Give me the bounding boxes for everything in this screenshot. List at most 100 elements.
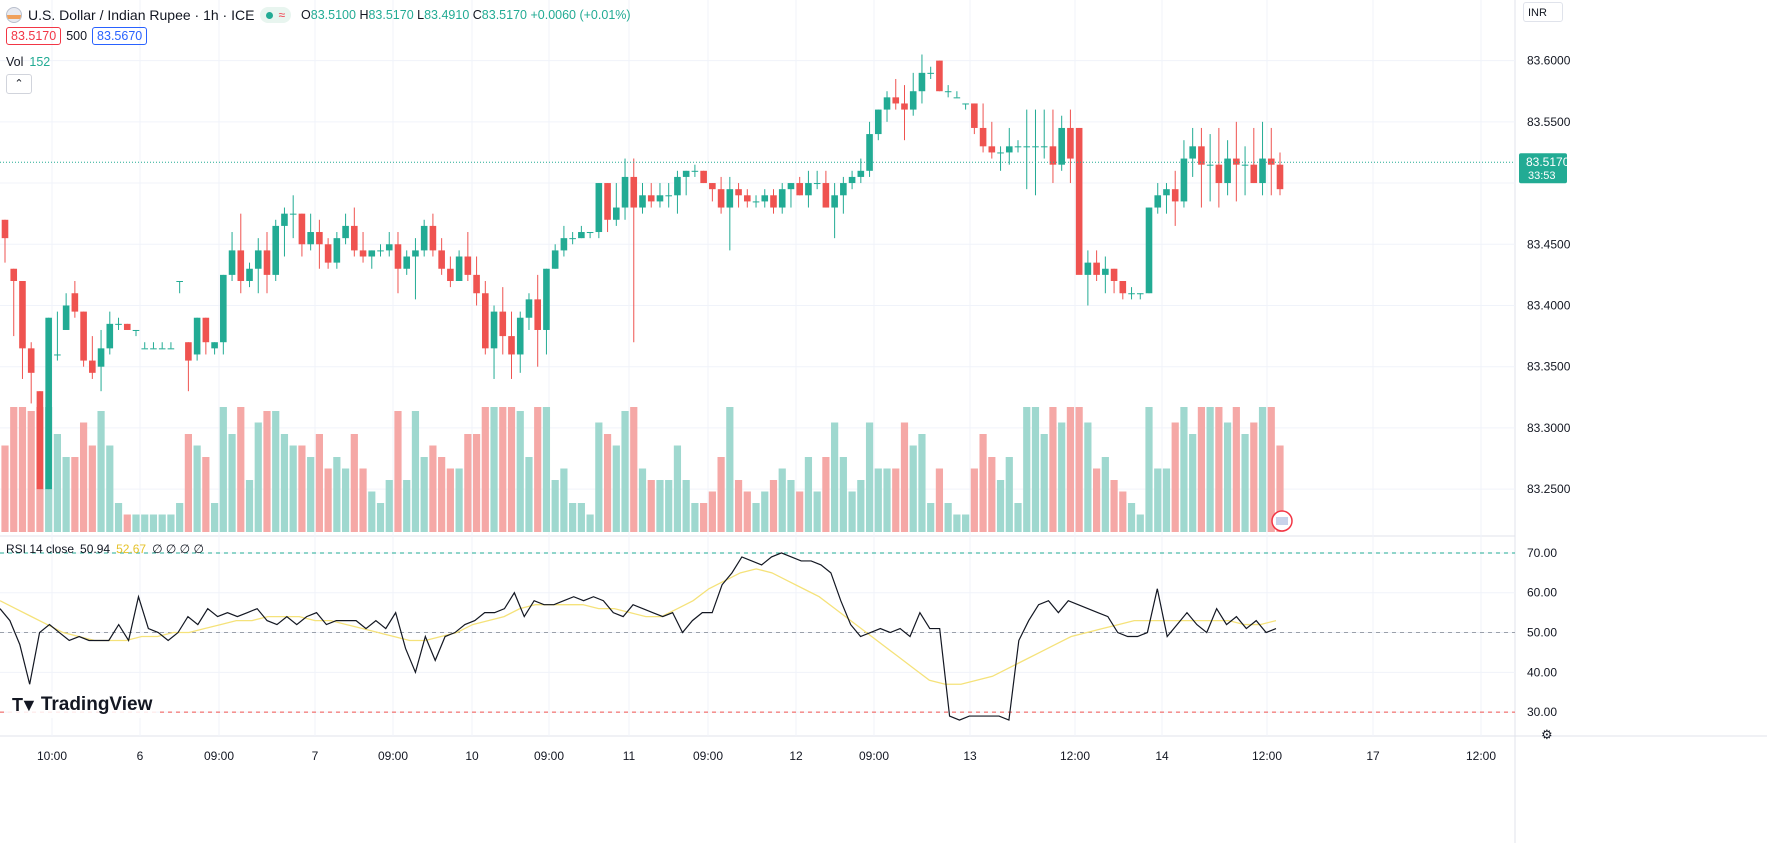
price-tick-label: 83.5500 [1527,115,1571,129]
candle-body [97,348,105,367]
candle-body [709,183,716,190]
volume-bar [909,445,917,532]
candle-body [1180,158,1188,202]
candle-body [525,299,533,318]
sell-price-button[interactable]: 83.5170 [6,27,62,45]
volume-bar [149,514,158,532]
collapse-legend-button[interactable]: ⌃ [6,74,32,94]
volume-bar [665,480,673,532]
candle-body [176,281,183,282]
candle-body [202,317,210,343]
candle-body [1189,146,1196,159]
volume-bar [630,407,638,532]
volume-bar [1119,491,1127,532]
candle-body [647,195,655,202]
candle-body [717,189,725,208]
volume-bar [184,434,192,532]
settings-gear-icon[interactable]: ⚙ [1541,727,1553,742]
currency-button[interactable]: INR [1523,2,1563,22]
volume-bar [359,468,367,532]
time-tick-label: 09:00 [859,749,889,763]
candle-body [220,274,227,343]
volume-bar [176,503,184,532]
candle-body [132,329,140,331]
brand-name: TradingView [40,694,153,715]
candle-body [359,250,367,257]
candle-body [237,250,245,281]
candle-body [700,170,707,184]
candle-body [1049,146,1057,165]
time-tick-label: 09:00 [204,749,234,763]
time-tick-label: 11 [623,749,636,763]
candle-body [831,195,838,208]
candle-body [1198,146,1205,165]
candle-body [534,299,542,330]
rsi-tick-label: 70.00 [1527,546,1557,560]
candle-body [1259,158,1266,184]
symbol-title[interactable]: U.S. Dollar / Indian Rupee · 1h · ICE [28,7,255,23]
candle-body [927,72,934,74]
candle-body [848,176,856,184]
candle-body [482,293,489,349]
volume-bar [743,491,751,532]
tradingview-logo[interactable]: T▼ TradingView [8,692,157,718]
symbol-header[interactable]: U.S. Dollar / Indian Rupee · 1h · ICE ≈ … [6,4,631,26]
rsi-tick-label: 50.00 [1527,626,1557,640]
current-price-tag [1519,153,1567,184]
candle-body [167,348,175,350]
volume-bar [315,434,323,532]
candle-body [796,183,803,196]
candle-body [743,195,751,202]
candle-body [770,195,777,208]
candle-body [1014,146,1022,148]
candle-body [1093,262,1100,275]
candle-body [936,60,943,92]
candle-body [1067,127,1074,159]
volume-bar [376,503,385,532]
volume-bar [507,407,516,532]
candle-body [1040,146,1048,148]
buy-price-button[interactable]: 83.5670 [92,27,148,45]
candle-body [726,189,734,208]
volume-bar [778,468,786,532]
candle-body [89,360,96,373]
volume-bar [691,503,699,532]
volume-bar [1,445,9,532]
axes: 83.6000 83.5500 83.4500 83.4000 83.3500 83.30… [37,54,1571,763]
candle-body [10,268,18,281]
volume-bar [560,468,568,532]
volume-bar [796,491,804,532]
candle-body [263,250,271,275]
time-tick-label: 09:00 [693,749,723,763]
volume-bar [254,422,262,532]
chevron-up-icon: ⌃ [14,78,24,90]
candle-body [62,305,70,330]
candle-body [656,195,664,202]
candle-body [621,176,629,208]
candle-body [27,348,35,373]
close-value: 83.5170 [481,8,527,22]
volume-bar [996,480,1005,532]
candle-body [1084,262,1092,275]
low-value: 83.4910 [424,8,470,22]
time-tick-label: 13 [963,749,977,763]
candle-body [569,238,576,240]
volume-bar [193,445,201,532]
volume-bar [586,514,594,532]
volume-bar [1224,422,1232,532]
volume-bar [970,468,978,532]
candle-body [551,250,559,269]
close-label: C [472,8,482,22]
volume-bar [1241,434,1249,532]
rsi-legend[interactable]: RSI 14 close 50.94 52.67 ∅ ∅ ∅ ∅ [6,542,204,556]
volume-legend[interactable]: Vol 152 [6,55,50,69]
candle-body [254,250,262,269]
volume-bar [1066,407,1075,532]
volume-bar [1101,457,1109,532]
volume-bar [577,503,585,532]
market-status-badge[interactable]: ≈ [260,7,292,23]
volume-bar [979,434,987,532]
rsi-value: 50.94 [80,542,111,556]
volume-bar [88,445,96,532]
